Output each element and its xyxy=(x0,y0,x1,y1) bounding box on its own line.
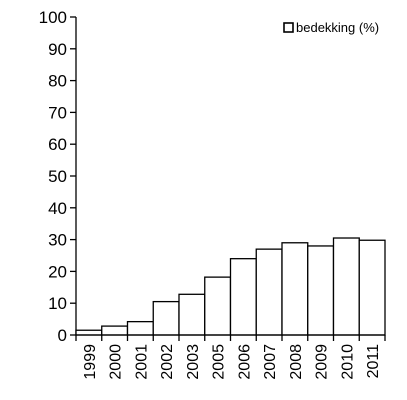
x-tick-label: 2011 xyxy=(365,344,382,379)
x-tick-label: 2006 xyxy=(236,344,253,380)
x-tick-label: 2008 xyxy=(288,344,305,380)
bars xyxy=(75,237,386,336)
x-tick-label: 2001 xyxy=(133,344,150,380)
bar-2006 xyxy=(229,258,257,336)
y-tick-label: 100 xyxy=(39,8,67,27)
bar-2010 xyxy=(332,237,360,336)
x-tick-label: 2010 xyxy=(339,344,356,380)
x-axis: 1999 2000 2001 2002 2003 2005 2006 2007 2008 2009… xyxy=(75,334,386,380)
y-tick-label: 20 xyxy=(48,262,67,281)
x-tick-label: 2009 xyxy=(314,344,331,380)
bar-2000 xyxy=(101,325,129,336)
x-tick-label: 1999 xyxy=(82,344,99,380)
bar-2003 xyxy=(178,293,206,336)
y-tick-label: 80 xyxy=(48,72,67,91)
legend: bedekking (%) xyxy=(283,20,379,35)
bar-2007 xyxy=(255,248,283,336)
x-tick-label: 2003 xyxy=(185,344,202,380)
y-tick-label: 40 xyxy=(48,199,67,218)
y-tick-label: 90 xyxy=(48,40,67,59)
legend-label: bedekking (%) xyxy=(296,20,379,35)
x-tick-label: 2007 xyxy=(262,344,279,380)
bar-2011 xyxy=(358,239,386,336)
y-tick-label: 50 xyxy=(48,167,67,186)
bar-2002 xyxy=(152,300,180,336)
bar-1999 xyxy=(75,329,103,336)
y-tick-label: 10 xyxy=(48,294,67,313)
legend-swatch xyxy=(283,22,294,33)
bar-2008 xyxy=(281,242,309,336)
bar-2009 xyxy=(307,245,335,336)
x-tick-label: 2002 xyxy=(159,344,176,380)
x-tick-label: 2005 xyxy=(211,344,228,380)
y-tick-label: 60 xyxy=(48,135,67,154)
y-tick-label: 0 xyxy=(58,326,67,345)
x-tick-label: 2000 xyxy=(108,344,125,380)
bar-2001 xyxy=(126,320,154,336)
y-tick-label: 30 xyxy=(48,231,67,250)
y-tick-label: 70 xyxy=(48,103,67,122)
bar-2005 xyxy=(204,276,232,336)
y-axis: 0 10 20 30 40 50 60 70 80 90 100 xyxy=(39,8,77,345)
